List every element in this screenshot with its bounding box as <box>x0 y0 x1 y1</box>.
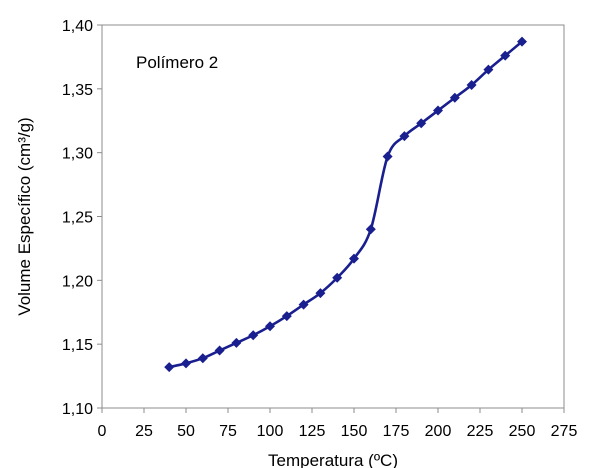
data-point <box>449 92 460 103</box>
data-point <box>433 105 443 116</box>
data-point <box>164 362 175 373</box>
chart-annotation: Polímero 2 <box>136 53 218 72</box>
x-axis-title: Temperatura (ºC) <box>268 451 398 468</box>
x-tick-label: 75 <box>219 423 237 440</box>
y-axis-title: Volume Específico (cm³/g) <box>15 117 34 315</box>
y-tick-label: 1,35 <box>62 82 93 99</box>
y-tick-label: 1,15 <box>62 337 93 354</box>
x-tick-label: 25 <box>135 423 153 440</box>
x-tick-label: 225 <box>467 423 494 440</box>
data-point <box>214 345 225 356</box>
data-point <box>281 311 292 322</box>
x-tick-label: 50 <box>177 423 195 440</box>
data-point <box>382 151 393 162</box>
data-point <box>416 118 427 129</box>
data-point <box>298 299 309 310</box>
data-point <box>483 64 494 75</box>
data-point <box>466 80 477 91</box>
data-point <box>365 224 376 235</box>
data-point <box>315 288 326 299</box>
data-point <box>332 272 343 283</box>
data-point <box>197 353 208 364</box>
data-point <box>248 330 259 341</box>
x-tick-label: 100 <box>257 423 284 440</box>
data-point <box>231 337 242 348</box>
y-axis-ticks: 1,10 1,15 1,20 1,25 1,30 1,35 1,40 <box>62 18 102 418</box>
y-tick-label: 1,30 <box>62 146 93 163</box>
data-point <box>399 131 410 142</box>
x-tick-label: 150 <box>341 423 368 440</box>
y-tick-label: 1,20 <box>62 273 93 290</box>
series-line <box>168 40 523 369</box>
y-tick-label: 1,40 <box>62 18 93 35</box>
data-point <box>517 36 527 47</box>
y-tick-label: 1,10 <box>62 401 93 418</box>
plot-area <box>101 24 565 409</box>
x-tick-label: 200 <box>425 423 452 440</box>
data-point <box>265 321 275 332</box>
data-point <box>181 358 191 369</box>
x-tick-label: 175 <box>383 423 410 440</box>
data-point <box>500 50 511 61</box>
x-tick-label: 275 <box>551 423 578 440</box>
data-point <box>349 253 359 264</box>
x-tick-label: 0 <box>98 423 107 440</box>
x-tick-label: 250 <box>509 423 536 440</box>
series-layer <box>164 36 527 373</box>
x-tick-label: 125 <box>299 423 326 440</box>
y-tick-label: 1,25 <box>62 210 93 227</box>
x-axis-ticks: 0 25 50 75 100 125 150 175 200 225 250 275 <box>98 408 578 440</box>
